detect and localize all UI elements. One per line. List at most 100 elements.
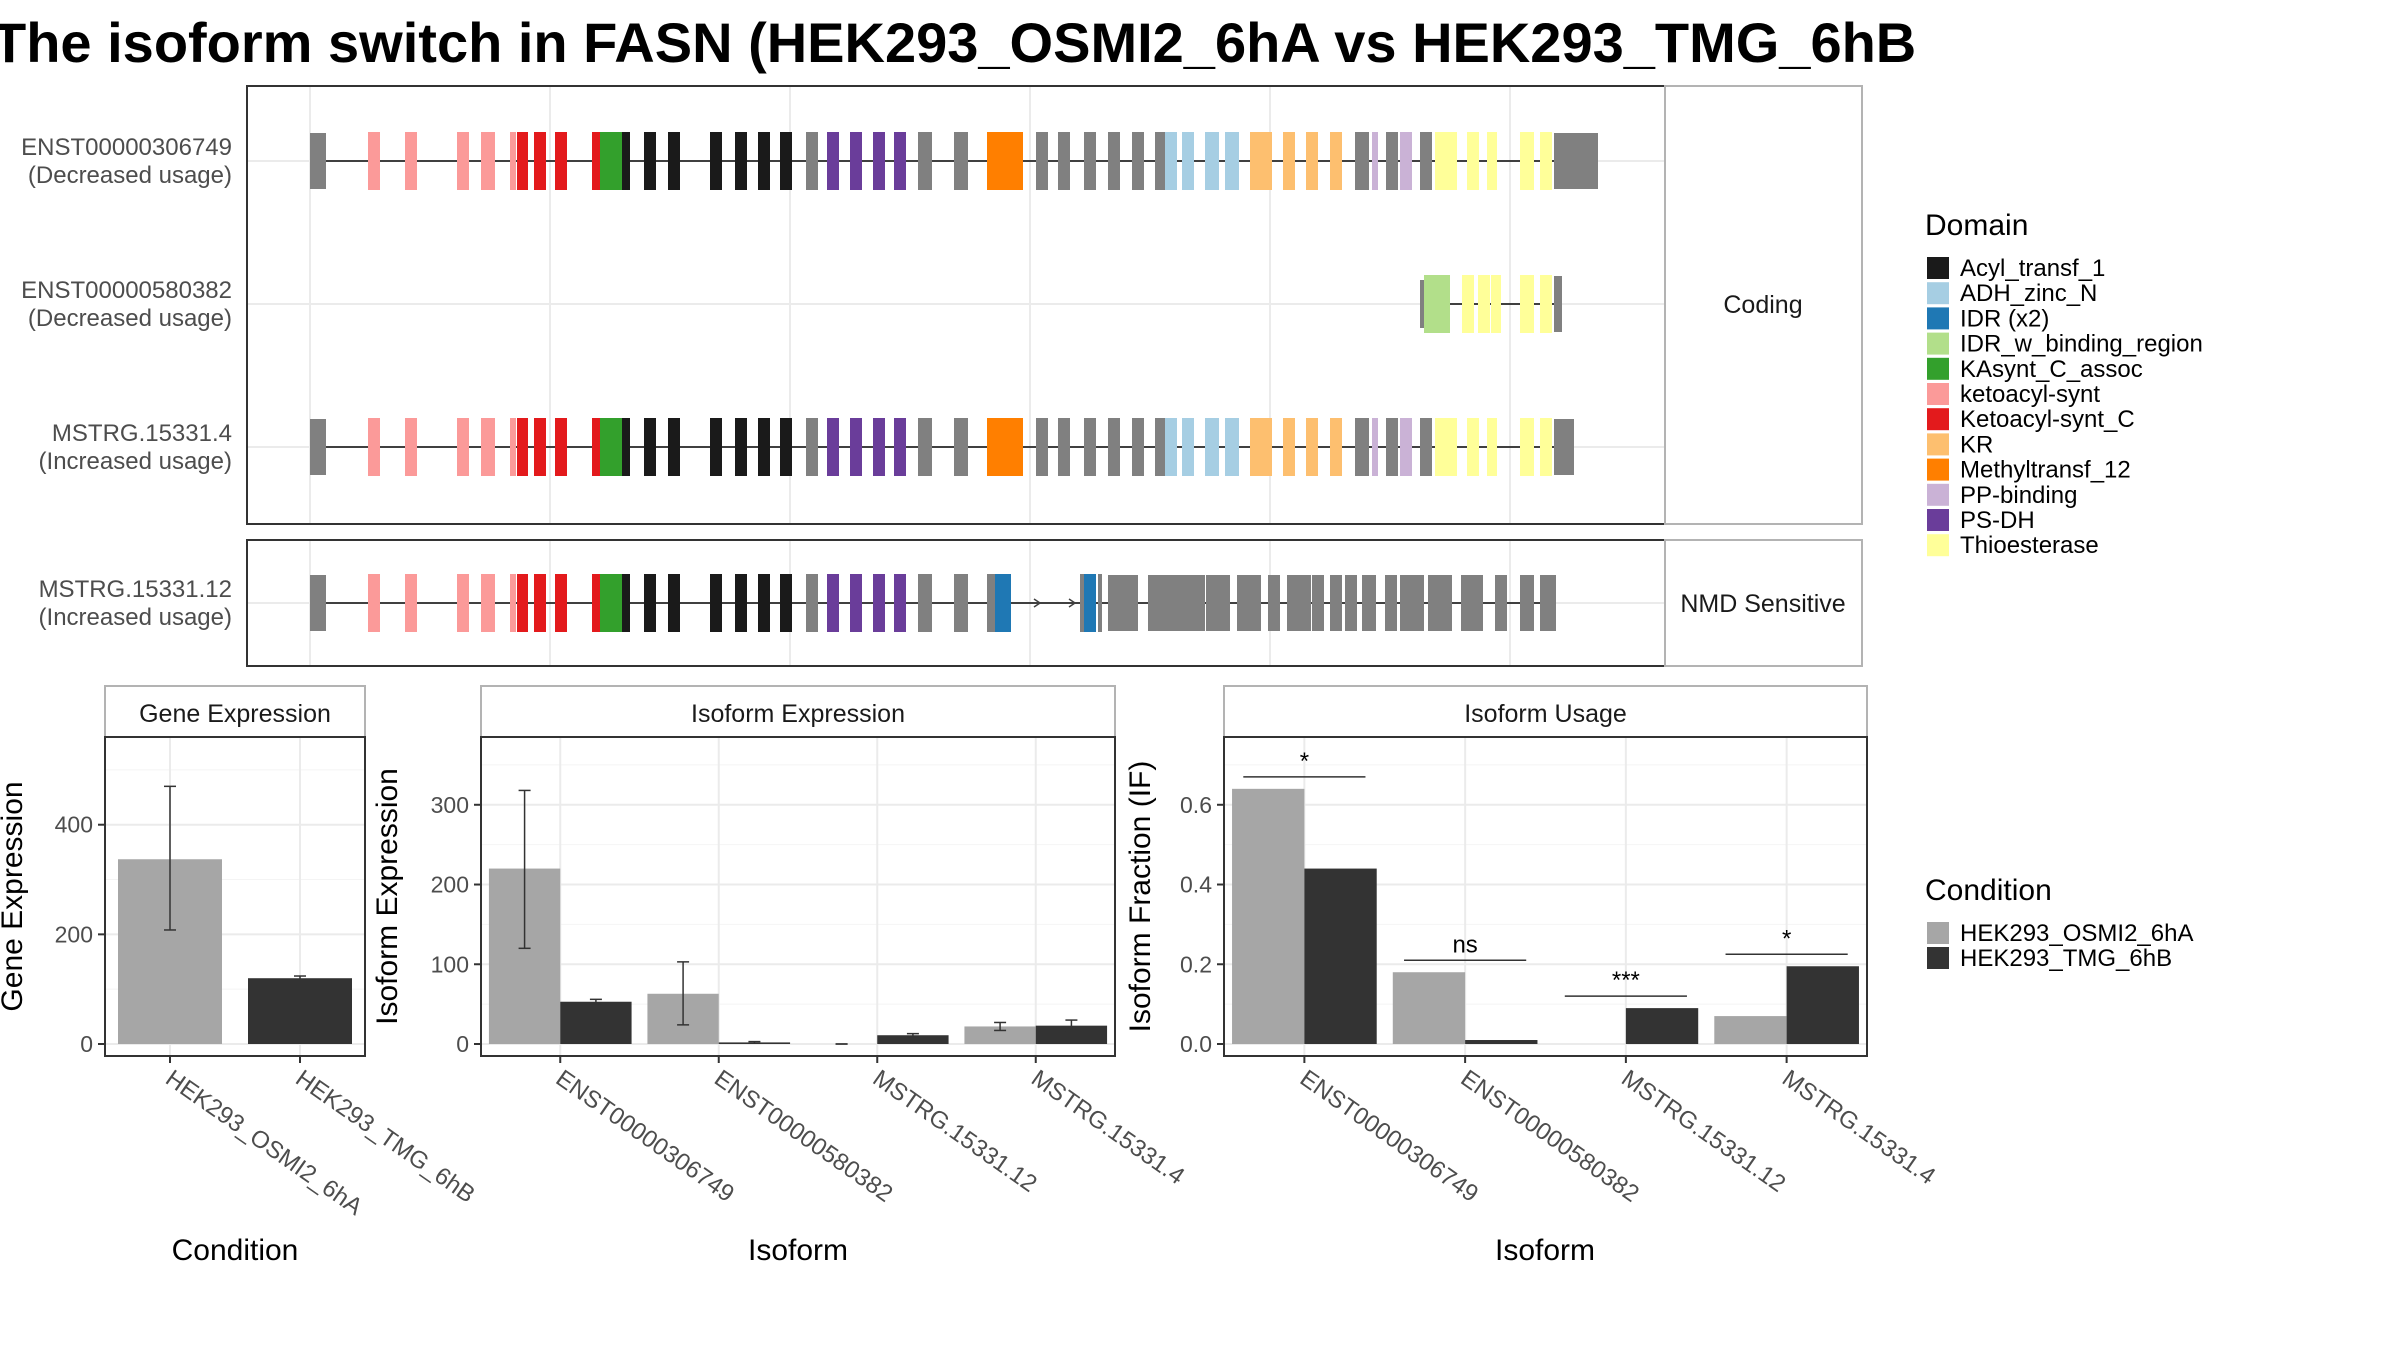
chart-2: Isoform Usage0.00.20.40.6*ns****ENST0000… [1124,685,1940,1267]
exon [405,418,417,476]
y-tick-label: 400 [55,812,93,838]
exon [510,132,516,190]
exon [1355,132,1369,190]
exon [457,574,469,632]
exon [1058,418,1070,476]
condition-legend-label: HEK293_TMG_6hB [1960,945,2172,972]
y-tick-label: 200 [431,872,469,898]
domain-legend-label: IDR_w_binding_region [1960,331,2203,358]
exon [1132,132,1144,190]
exon [534,574,546,632]
isoform-usage-label: (Increased usage) [39,448,232,475]
coding-panel-label: Coding [1723,291,1802,319]
domain-legend-swatch [1927,534,1949,557]
exon [668,132,680,190]
exon [1206,575,1230,631]
exon [1495,575,1507,631]
exon [1467,418,1479,476]
exon [1165,418,1177,476]
bar [1392,972,1466,1044]
exon [1435,132,1457,190]
y-tick-label: 200 [55,921,93,947]
exon [668,574,680,632]
exon [1165,132,1177,190]
chart-strip [104,685,366,738]
exon [758,574,770,632]
exon [735,132,747,190]
exon [1058,132,1070,190]
y-tick-label: 100 [431,951,469,977]
exon [1175,575,1205,631]
domain-legend-label: ADH_zinc_N [1960,280,2097,307]
exon [758,132,770,190]
exon [405,574,417,632]
exon [1554,419,1564,475]
exon [987,132,1023,190]
domain-legend-label: KAsynt_C_assoc [1960,356,2143,383]
y-axis-title: Isoform Expression [371,768,404,1025]
exon [622,132,630,190]
exon [1520,575,1534,631]
domain-legend-label: Ketoacyl-synt_C [1960,406,2135,433]
exon [780,132,792,190]
exon [735,574,747,632]
x-tick-label: MSTRG.15331.12 [1616,1065,1790,1198]
exon [510,574,516,632]
exon [1283,132,1295,190]
exon [622,574,630,632]
exon [850,132,862,190]
chart-frame [104,736,366,1057]
chart-title: Isoform Expression [691,700,905,728]
exon [894,132,906,190]
exon [600,574,622,632]
chart-title: Gene Expression [139,700,331,728]
exon [918,132,932,190]
exon [1520,132,1534,190]
exon [481,574,495,632]
exon [918,418,932,476]
exon [873,132,885,190]
exon [517,132,528,190]
isoform-usage-label: (Decreased usage) [28,162,232,189]
exon [995,574,1011,632]
exon [644,132,656,190]
utr-block [1564,419,1574,475]
exon [644,418,656,476]
direction-arrow [1068,598,1077,608]
exon [735,418,747,476]
exon [1385,575,1397,631]
exon [368,132,380,190]
exon [1036,418,1048,476]
chart-frame [1223,736,1868,1057]
exon [457,132,469,190]
isoform-usage-label: (Increased usage) [39,604,232,631]
exon [850,418,862,476]
exon [534,132,546,190]
domain-legend-swatch [1927,257,1949,279]
y-tick-label: 0 [80,1031,93,1057]
domain-legend-label: Thioesterase [1960,532,2099,559]
exon [517,418,528,476]
exon [1098,574,1102,632]
domain-legend-swatch [1927,458,1949,481]
x-axis-title: Condition [172,1234,299,1267]
utr-block [310,575,326,631]
exon [1330,132,1342,190]
bar [560,1001,632,1044]
exon [1108,575,1138,631]
exon [1330,418,1342,476]
domain-legend-swatch [1927,282,1949,305]
domain-legend-swatch [1927,357,1949,380]
exon [1420,418,1432,476]
exon [600,132,622,190]
significance-label: * [1782,925,1791,952]
exon [1487,418,1497,476]
exon [368,418,380,476]
exon [1205,418,1219,476]
exon [806,418,818,476]
exon [1435,418,1457,476]
exon [1400,132,1412,190]
exon [1554,133,1564,189]
exon [1283,418,1295,476]
exon [1386,132,1398,190]
